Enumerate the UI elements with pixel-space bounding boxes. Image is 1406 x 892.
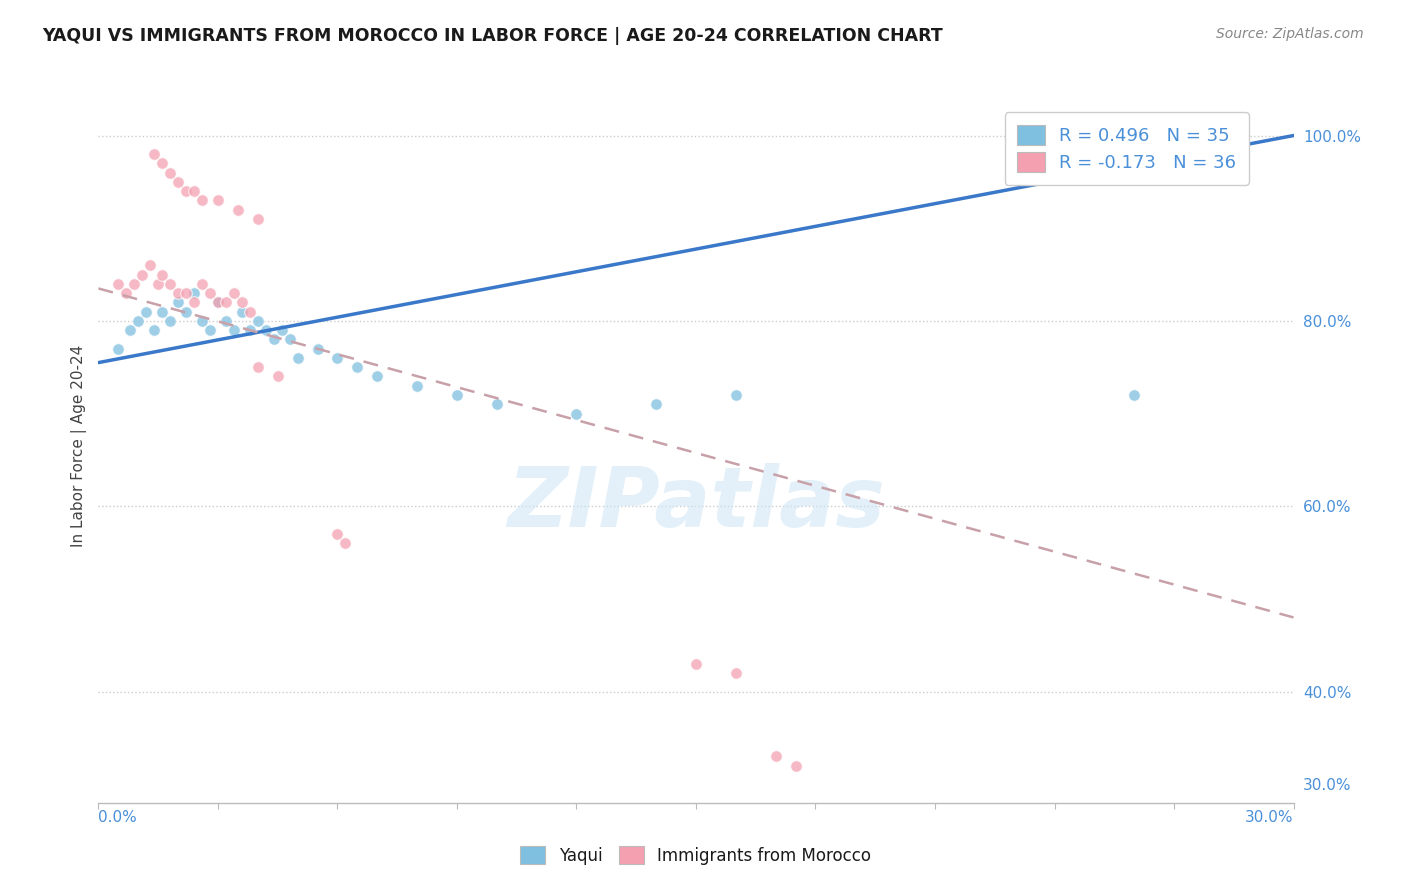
Point bbox=[645, 397, 668, 411]
Point bbox=[191, 314, 214, 328]
Point bbox=[139, 258, 162, 272]
Legend: Yaqui, Immigrants from Morocco: Yaqui, Immigrants from Morocco bbox=[509, 835, 883, 877]
Point bbox=[724, 388, 747, 402]
Point bbox=[270, 323, 292, 337]
Point bbox=[724, 666, 747, 681]
Point bbox=[115, 286, 138, 301]
Point bbox=[246, 314, 269, 328]
Point bbox=[167, 295, 190, 310]
Point bbox=[263, 333, 285, 347]
Point bbox=[222, 286, 245, 301]
Point bbox=[231, 295, 253, 310]
Point bbox=[215, 295, 238, 310]
Point bbox=[143, 323, 166, 337]
Point bbox=[222, 323, 245, 337]
Point bbox=[307, 342, 329, 356]
Point bbox=[1163, 128, 1185, 143]
Point bbox=[150, 304, 173, 318]
Point bbox=[366, 369, 388, 384]
Point bbox=[120, 323, 142, 337]
Point bbox=[326, 351, 349, 365]
Point bbox=[174, 286, 197, 301]
Point bbox=[254, 323, 277, 337]
Point bbox=[174, 304, 197, 318]
Point bbox=[183, 286, 205, 301]
Text: 0.0%: 0.0% bbox=[98, 810, 138, 825]
Text: ZIPatlas: ZIPatlas bbox=[508, 463, 884, 543]
Point bbox=[174, 184, 197, 198]
Point bbox=[287, 351, 309, 365]
Point bbox=[278, 333, 301, 347]
Point bbox=[183, 295, 205, 310]
Point bbox=[191, 277, 214, 291]
Point bbox=[215, 314, 238, 328]
Point bbox=[239, 304, 262, 318]
Point bbox=[107, 342, 129, 356]
Point bbox=[124, 277, 146, 291]
Point bbox=[406, 378, 429, 392]
Point bbox=[1123, 388, 1146, 402]
Point bbox=[135, 304, 157, 318]
Point bbox=[326, 527, 349, 541]
Point bbox=[127, 314, 149, 328]
Point bbox=[198, 323, 221, 337]
Point bbox=[107, 277, 129, 291]
Point bbox=[159, 166, 181, 180]
Point bbox=[565, 407, 588, 421]
Point bbox=[685, 657, 707, 671]
Point bbox=[246, 360, 269, 375]
Point bbox=[765, 749, 787, 764]
Point bbox=[148, 277, 170, 291]
Text: Source: ZipAtlas.com: Source: ZipAtlas.com bbox=[1216, 27, 1364, 41]
Point bbox=[207, 295, 229, 310]
Point bbox=[191, 194, 214, 208]
Text: YAQUI VS IMMIGRANTS FROM MOROCCO IN LABOR FORCE | AGE 20-24 CORRELATION CHART: YAQUI VS IMMIGRANTS FROM MOROCCO IN LABO… bbox=[42, 27, 943, 45]
Point bbox=[231, 304, 253, 318]
Point bbox=[143, 147, 166, 161]
Point bbox=[207, 295, 229, 310]
Point bbox=[267, 369, 290, 384]
Point bbox=[183, 184, 205, 198]
Point bbox=[226, 202, 249, 217]
Point bbox=[167, 286, 190, 301]
Point bbox=[167, 175, 190, 189]
Point bbox=[239, 323, 262, 337]
Text: 30.0%: 30.0% bbox=[1246, 810, 1294, 825]
Point bbox=[131, 268, 153, 282]
Point bbox=[207, 194, 229, 208]
Point bbox=[198, 286, 221, 301]
Point bbox=[785, 758, 807, 772]
Point bbox=[335, 536, 357, 550]
Y-axis label: In Labor Force | Age 20-24: In Labor Force | Age 20-24 bbox=[72, 345, 87, 547]
Point bbox=[150, 268, 173, 282]
Point bbox=[446, 388, 468, 402]
Point bbox=[246, 211, 269, 226]
Point bbox=[159, 277, 181, 291]
Point bbox=[485, 397, 508, 411]
Point bbox=[150, 156, 173, 170]
Point bbox=[159, 314, 181, 328]
Point bbox=[346, 360, 368, 375]
